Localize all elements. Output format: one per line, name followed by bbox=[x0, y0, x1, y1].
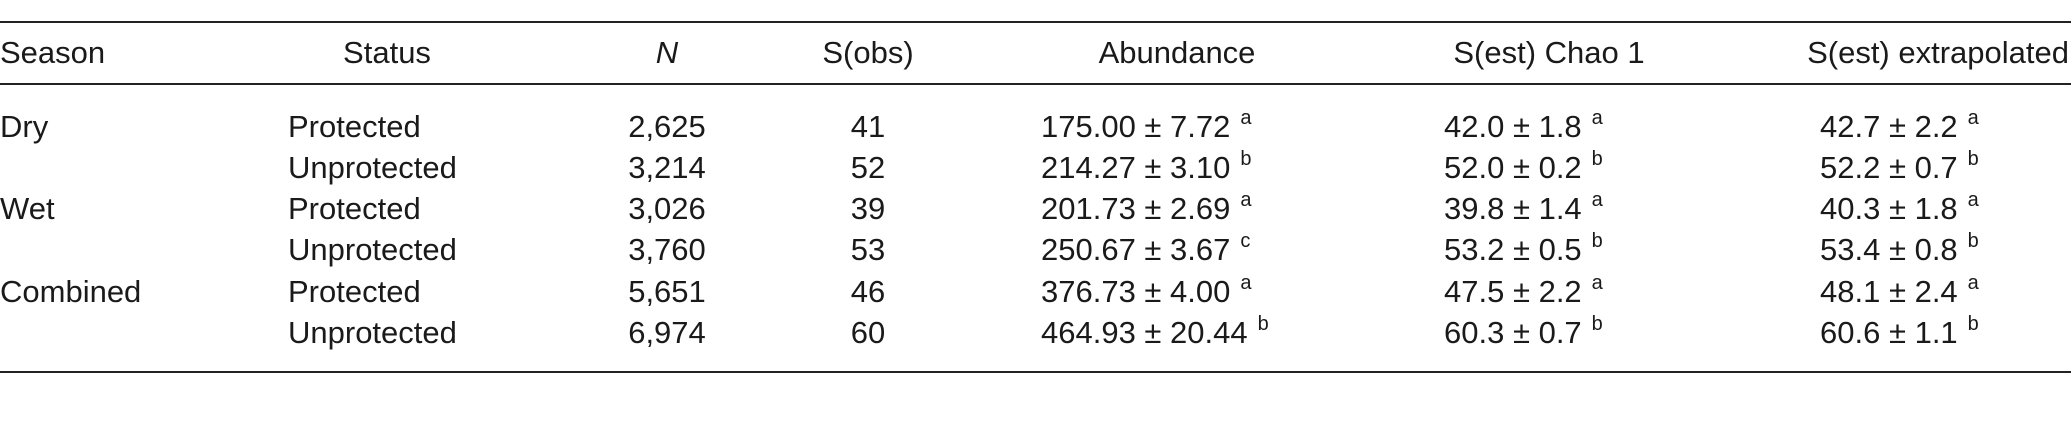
superscript: a bbox=[1592, 189, 1604, 211]
cell: Dry bbox=[0, 109, 49, 144]
cell: 60.3 ± 0.7 bbox=[1444, 315, 1582, 350]
cell: 48.1 ± 2.4 bbox=[1820, 274, 1958, 309]
cell: 214.27 ± 3.10 bbox=[1041, 150, 1230, 185]
cell: Unprotected bbox=[288, 150, 457, 185]
cell: 201.73 ± 2.69 bbox=[1041, 191, 1230, 226]
cell: 3,026 bbox=[628, 191, 706, 226]
cell: 53 bbox=[851, 232, 885, 267]
cell: 60.6 ± 1.1 bbox=[1820, 315, 1958, 350]
superscript: a bbox=[1240, 107, 1252, 129]
superscript: a bbox=[1968, 189, 1980, 211]
cell: 41 bbox=[851, 109, 885, 144]
cell: 47.5 ± 2.2 bbox=[1444, 274, 1582, 309]
superscript: b bbox=[1592, 148, 1603, 170]
superscript: a bbox=[1968, 272, 1980, 294]
cell: 5,651 bbox=[628, 274, 706, 309]
cell: 175.00 ± 7.72 bbox=[1041, 109, 1230, 144]
cell: 53.2 ± 0.5 bbox=[1444, 232, 1582, 267]
superscript: a bbox=[1592, 272, 1604, 294]
superscript: b bbox=[1968, 230, 1979, 252]
cell: 464.93 ± 20.44 bbox=[1041, 315, 1248, 350]
cell: Combined bbox=[0, 274, 141, 309]
cell: 46 bbox=[851, 274, 885, 309]
cell: Protected bbox=[288, 191, 421, 226]
superscript: a bbox=[1592, 107, 1604, 129]
column-header: S(est) Chao 1 bbox=[1453, 35, 1644, 70]
cell: 376.73 ± 4.00 bbox=[1041, 274, 1230, 309]
cell: 40.3 ± 1.8 bbox=[1820, 191, 1958, 226]
superscript: a bbox=[1240, 189, 1252, 211]
superscript: b bbox=[1968, 313, 1979, 335]
cell: Unprotected bbox=[288, 315, 457, 350]
cell: Unprotected bbox=[288, 232, 457, 267]
cell: 2,625 bbox=[628, 109, 706, 144]
column-header: Status bbox=[343, 35, 431, 70]
cell: 3,214 bbox=[628, 150, 706, 185]
cell: 52 bbox=[851, 150, 885, 185]
cell: 6,974 bbox=[628, 315, 706, 350]
cell: 52.2 ± 0.7 bbox=[1820, 150, 1958, 185]
column-header: N bbox=[656, 35, 679, 70]
superscript: b bbox=[1258, 313, 1269, 335]
superscript: a bbox=[1240, 272, 1252, 294]
cell: Protected bbox=[288, 274, 421, 309]
cell: 3,760 bbox=[628, 232, 706, 267]
superscript: b bbox=[1592, 313, 1603, 335]
cell: 39.8 ± 1.4 bbox=[1444, 191, 1582, 226]
cell: Wet bbox=[0, 191, 55, 226]
cell: 53.4 ± 0.8 bbox=[1820, 232, 1958, 267]
superscript: b bbox=[1968, 148, 1979, 170]
superscript: b bbox=[1592, 230, 1603, 252]
column-header: Abundance bbox=[1099, 35, 1256, 70]
column-header: Season bbox=[0, 35, 105, 70]
cell: 39 bbox=[851, 191, 885, 226]
column-header: S(obs) bbox=[822, 35, 913, 70]
cell: 60 bbox=[851, 315, 885, 350]
cell: 42.7 ± 2.2 bbox=[1820, 109, 1958, 144]
superscript: c bbox=[1240, 230, 1250, 252]
superscript: a bbox=[1968, 107, 1980, 129]
column-header: S(est) extrapolated bbox=[1807, 35, 2069, 70]
cell: 42.0 ± 1.8 bbox=[1444, 109, 1582, 144]
cell: 52.0 ± 0.2 bbox=[1444, 150, 1582, 185]
cell: Protected bbox=[288, 109, 421, 144]
cell: 250.67 ± 3.67 bbox=[1041, 232, 1230, 267]
superscript: b bbox=[1240, 148, 1251, 170]
